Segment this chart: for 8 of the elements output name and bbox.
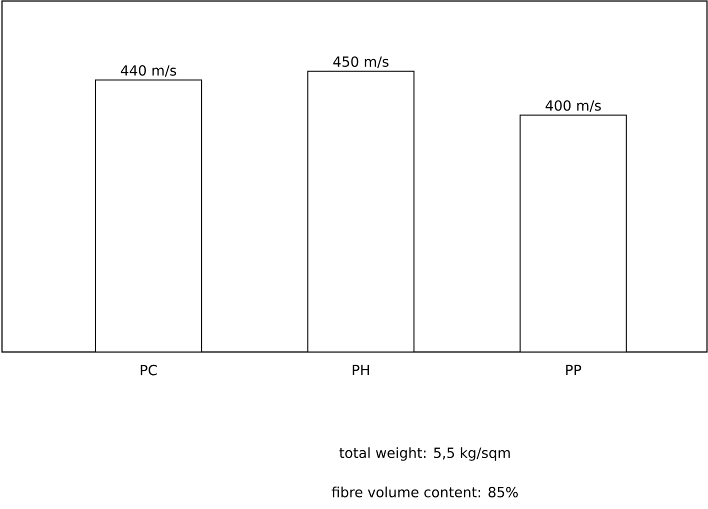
text: total weight: 5,5 kg/sqm <box>339 447 510 461</box>
text: fibre volume content: 85% <box>332 486 518 498</box>
x-tick-label: PP <box>566 364 582 375</box>
data-label: 440 m/s <box>120 65 176 77</box>
x-tick-label: PH <box>352 364 369 375</box>
data-label: 450 m/s <box>333 56 388 68</box>
data-label: 400 m/s <box>546 100 601 112</box>
x-tick-label: PC <box>140 364 157 376</box>
